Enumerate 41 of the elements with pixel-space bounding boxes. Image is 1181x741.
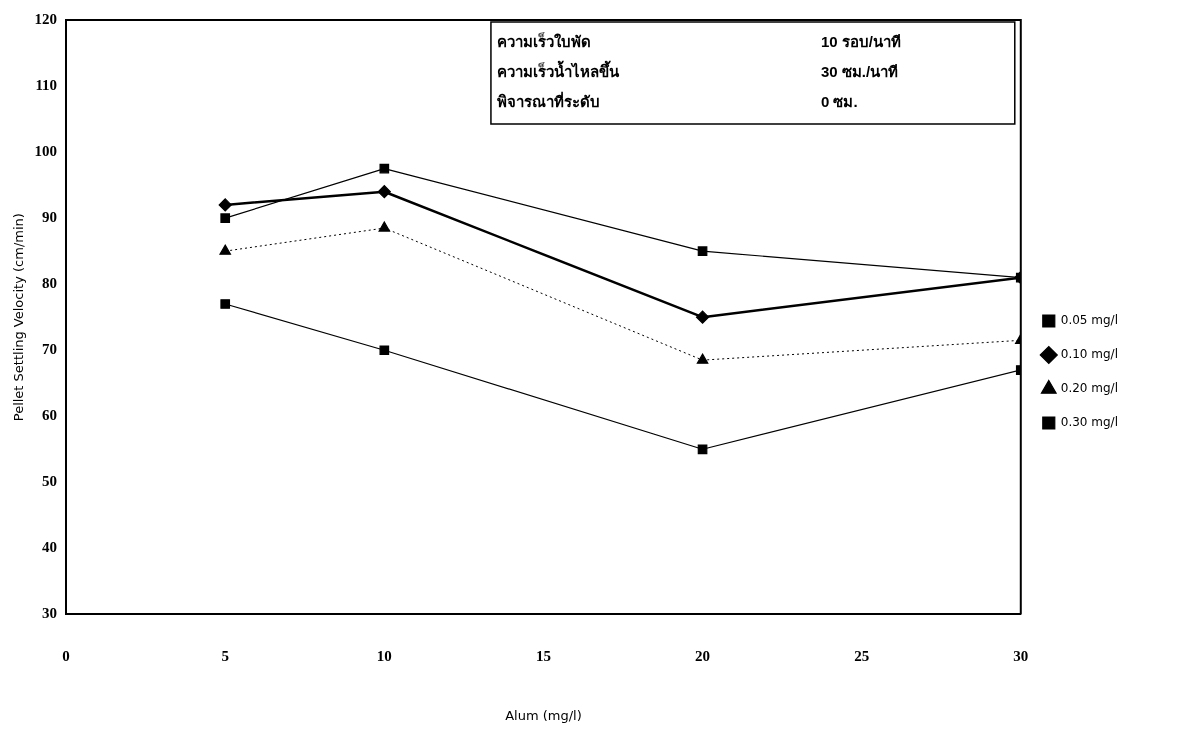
annotation: 30 ซม./นาที xyxy=(820,63,899,81)
point xyxy=(218,198,232,212)
point xyxy=(219,244,232,255)
point xyxy=(379,345,390,356)
y-tick-label: 120 xyxy=(34,10,58,27)
point xyxy=(696,353,709,364)
x-tick-label: 10 xyxy=(376,648,392,665)
point xyxy=(697,246,708,256)
legend-label: 0.30 mg/l xyxy=(1060,415,1118,430)
point xyxy=(378,221,391,232)
point xyxy=(220,213,231,223)
point xyxy=(379,163,390,174)
legend-label: 0.10 mg/l xyxy=(1060,347,1118,362)
x-tick-label: 15 xyxy=(535,648,551,665)
y-tick-label: 110 xyxy=(35,76,58,93)
y-tick-label: 100 xyxy=(34,142,58,159)
y-tick-label: 40 xyxy=(42,539,58,556)
point xyxy=(697,444,708,455)
y-tick-label: 90 xyxy=(42,209,58,226)
y-tick-label: 60 xyxy=(42,407,58,424)
point xyxy=(695,310,710,324)
x-tick-label: 20 xyxy=(695,648,711,665)
x-tick-label: 30 xyxy=(1013,648,1029,665)
y-tick-label: 70 xyxy=(42,341,58,358)
y-tick-label: 80 xyxy=(42,275,58,292)
annotation: 0 ซม. xyxy=(820,93,858,111)
legend-label: 0.20 mg/l xyxy=(1060,381,1118,396)
point xyxy=(220,299,231,309)
annotation: พิจารณาที่ระดับ xyxy=(496,91,600,111)
annotation: 10 รอบ/นาที xyxy=(820,33,901,51)
legend-label: 0.05 mg/l xyxy=(1060,313,1118,328)
annotation: ความเร็วน้ำไหลขึ้น xyxy=(496,60,620,81)
annotation: ความเร็วใบพัด xyxy=(496,32,591,51)
x-axis-title: Alum (mg/l) xyxy=(505,707,582,723)
y-tick-label: 30 xyxy=(42,605,58,622)
x-tick-label: 0 xyxy=(62,648,70,665)
x-tick-label: 25 xyxy=(854,648,870,665)
y-axis-title: Pellet Settling Velocity (cm/min) xyxy=(11,213,27,422)
y-tick-label: 50 xyxy=(42,473,58,490)
x-tick-label: 5 xyxy=(221,648,229,665)
point xyxy=(377,185,391,199)
